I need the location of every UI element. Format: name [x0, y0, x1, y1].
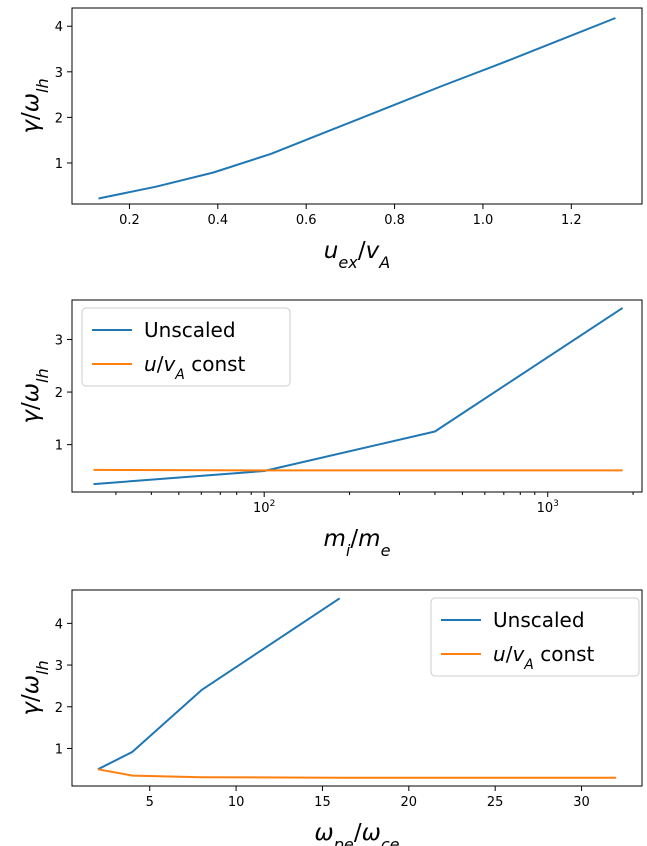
legend: Unscaled u/vA const	[81, 307, 291, 387]
y-axis-label: γ/ωlh	[18, 78, 52, 133]
x-axis-label: uex/vA	[324, 238, 390, 272]
y-tick-label: 1	[55, 439, 63, 454]
y-tick-label: 3	[55, 659, 63, 674]
x-tick-label: 10	[228, 795, 245, 810]
legend-box	[430, 597, 640, 677]
legend: Unscaled u/vA const	[430, 597, 640, 677]
y-tick-label: 3	[55, 333, 63, 348]
x-axis-label: ωpe/ωce	[314, 820, 399, 846]
y-tick-label: 4	[55, 20, 63, 35]
axes-frame	[71, 299, 643, 493]
y-axis-label: γ/ωlh	[18, 368, 52, 423]
x-tick-label: 0.6	[296, 213, 317, 228]
x-tick-label: 0.4	[207, 213, 228, 228]
x-tick-label: 0.8	[384, 213, 405, 228]
x-tick-label: 102	[253, 499, 275, 516]
x-tick-label: 5	[146, 795, 154, 810]
x-tick-label: 103	[537, 499, 559, 516]
legend-label-2: u/vA const	[144, 352, 246, 383]
legend-box	[81, 307, 291, 387]
y-tick-label: 3	[55, 66, 63, 81]
subplot-3: 5 10 15 20 25 30 1 2 3 4 ωpe/ωce γ/ωlh Unscaled u/vA …	[18, 589, 643, 846]
x-tick-label: 20	[401, 795, 418, 810]
legend-label-1: Unscaled	[144, 318, 236, 342]
series-line-2	[93, 468, 623, 472]
x-tick-label: 30	[573, 795, 590, 810]
x-tick-label: 1.2	[561, 213, 582, 228]
x-tick-label: 25	[487, 795, 504, 810]
y-tick-label: 1	[55, 742, 63, 757]
y-tick-label: 2	[55, 701, 63, 716]
subplot-1: 0.2 0.4 0.6 0.8 1.0 1.2 1 2 3 4 uex/vA γ/ωlh	[18, 7, 643, 272]
x-tick-label: 1.0	[473, 213, 494, 228]
y-tick-label: 4	[55, 617, 63, 632]
x-axis-label: mi/me	[324, 526, 391, 560]
series-line-2	[97, 768, 617, 779]
series-line-1	[97, 597, 341, 771]
series-line-1	[93, 307, 624, 486]
subplot-2: 102 103 1 2 3 mi/me γ/ωlh Unscaled u/vA const	[18, 299, 643, 560]
y-tick-label: 2	[55, 111, 63, 126]
legend-label-1: Unscaled	[493, 608, 585, 632]
y-tick-label: 1	[55, 157, 63, 172]
series-line-1	[98, 17, 616, 200]
axes-frame	[71, 589, 643, 787]
x-tick-label: 15	[314, 795, 331, 810]
legend-label-2: u/vA const	[493, 642, 595, 673]
x-tick-label: 0.2	[119, 213, 140, 228]
axes-frame	[71, 7, 643, 205]
y-tick-label: 2	[55, 386, 63, 401]
y-axis-label: γ/ωlh	[18, 660, 52, 715]
